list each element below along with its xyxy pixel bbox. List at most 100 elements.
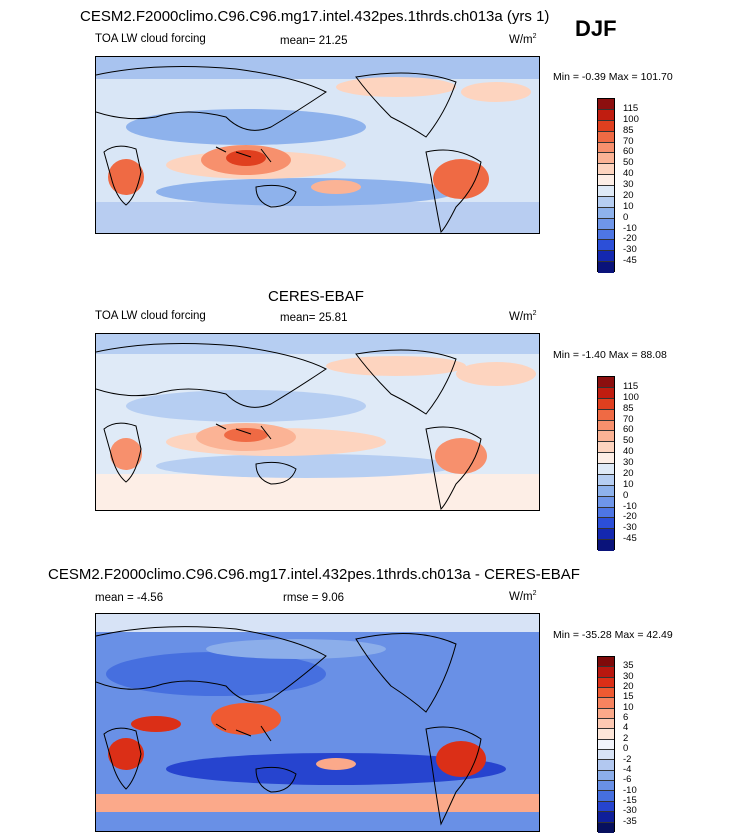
northern-band <box>96 334 539 354</box>
africa-convection <box>110 438 142 470</box>
australia-outline <box>255 184 297 208</box>
colorbar-tick-label: 100 <box>623 113 639 125</box>
north-atlantic-storm-track <box>456 362 536 386</box>
season-label: DJF <box>575 16 617 41</box>
northern-band <box>96 614 539 632</box>
colorbar-tick-label: 0 <box>623 743 629 755</box>
panel-2-map-svg <box>96 334 539 510</box>
colorbar-swatch <box>598 474 614 486</box>
panel-1-units-sup: 2 <box>532 33 537 40</box>
colorbar-tick-label: -30 <box>623 244 637 256</box>
colorbar-swatch <box>598 688 614 699</box>
panel-3-max-label: Max = <box>614 629 644 641</box>
colorbar-swatch <box>598 99 614 110</box>
colorbar-tick-label: 10 <box>623 478 634 490</box>
colorbar-swatch <box>598 719 614 730</box>
north-pacific-negative <box>206 639 386 659</box>
colorbar-tick-label: 6 <box>623 712 629 724</box>
north-pacific-storm-track <box>336 77 456 97</box>
panel-3-units-sup: 2 <box>532 590 537 597</box>
panel-3-map <box>95 613 540 832</box>
colorbar-swatch <box>598 760 614 771</box>
panel-2-variable: TOA LW cloud forcing <box>95 310 206 322</box>
panel-1-mean: mean= 21.25 <box>280 35 347 47</box>
colorbar-swatch <box>598 186 614 197</box>
colorbar-tick-label: -20 <box>623 511 637 523</box>
colorbar-tick-label: -45 <box>623 255 637 267</box>
colorbar-swatch <box>598 240 614 252</box>
panel-1-map-svg <box>96 57 539 233</box>
australia-outline <box>255 766 297 793</box>
colorbar-swatch <box>598 750 614 761</box>
north-america-outline <box>355 72 457 138</box>
south-america-outline <box>425 149 482 233</box>
panel-1-min-value: -0.39 <box>581 71 606 83</box>
colorbar-tick-label: 115 <box>623 102 639 114</box>
colorbar-tick-label: 100 <box>623 391 639 403</box>
panel-2-mean-value: 25.81 <box>318 312 348 324</box>
colorbar-swatch <box>598 496 614 508</box>
colorbar-swatch <box>598 262 614 273</box>
colorbar-swatch <box>598 131 614 143</box>
colorbar-swatch <box>598 507 614 519</box>
eurasia-outline <box>96 66 327 131</box>
eurasia-outline <box>96 343 327 408</box>
colorbar-tick-label: -2 <box>623 753 632 765</box>
colorbar-tick-label: 40 <box>623 446 634 458</box>
colorbar-swatch <box>598 377 614 388</box>
colorbar-swatch <box>598 540 614 551</box>
colorbar-tick-label: 115 <box>623 380 639 392</box>
panel-2-units-sup: 2 <box>532 310 537 317</box>
colorbar-swatch <box>598 218 614 230</box>
colorbar-tick-label: -30 <box>623 805 637 817</box>
panel-2-title: CERES-EBAF <box>268 288 364 305</box>
panel-1-min-label: Min = <box>553 71 579 83</box>
colorbar-tick-label: 85 <box>623 402 634 414</box>
colorbar-tick-label: 15 <box>623 691 634 703</box>
eurasia-outline <box>96 626 327 703</box>
colorbar-tick-label: 70 <box>623 413 634 425</box>
panel-1-units: W/m2 <box>509 33 537 46</box>
panel-1-units-text: W/m <box>509 33 533 46</box>
colorbar-swatch <box>598 409 614 421</box>
panel-3-mean-value: -4.56 <box>136 592 164 604</box>
colorbar-tick-label: 35 <box>623 660 634 672</box>
southern-band <box>96 202 539 233</box>
panel-2-max-label: Max = <box>608 349 638 361</box>
colorbar-tick-label: 50 <box>623 435 634 447</box>
south-america-outline <box>425 726 482 826</box>
maritime-continent-core <box>224 428 268 442</box>
colorbar-swatch <box>598 153 614 165</box>
panel-1-variable: TOA LW cloud forcing <box>95 33 206 45</box>
colorbar-swatch <box>598 229 614 241</box>
colorbar-swatch <box>598 420 614 432</box>
panel-1-max-value: 101.70 <box>640 71 673 83</box>
colorbar-tick-label: -10 <box>623 784 637 796</box>
panel-3-min-label: Min = <box>553 629 579 641</box>
spcz-positive <box>316 758 356 770</box>
panel-2-units-text: W/m <box>509 310 533 323</box>
colorbar-swatch <box>598 398 614 410</box>
colorbar-tick-label: 30 <box>623 670 634 682</box>
indian-ocean-positive <box>131 716 181 732</box>
north-atlantic-storm-track <box>461 82 531 102</box>
south-america-convection <box>435 438 487 474</box>
colorbar-swatch <box>598 657 614 668</box>
panel-2-max-value: 88.08 <box>640 349 667 361</box>
africa-outline <box>103 145 142 206</box>
africa-outline <box>103 422 142 483</box>
panel-1-colorbar <box>597 98 615 273</box>
colorbar-tick-label: -10 <box>623 500 637 512</box>
colorbar-tick-label: 20 <box>623 681 634 693</box>
northern-band <box>96 57 539 79</box>
subtropical-band-south <box>156 454 456 478</box>
south-america-positive <box>436 741 486 777</box>
indonesia-islands <box>215 146 272 163</box>
australia-outline <box>255 461 297 485</box>
north-america-outline <box>355 633 457 713</box>
south-america-convection <box>433 159 489 199</box>
colorbar-tick-label: -30 <box>623 522 637 534</box>
panel-2-mean-label: mean= <box>280 312 316 324</box>
colorbar-tick-label: 60 <box>623 424 634 436</box>
colorbar-tick-label: 20 <box>623 189 634 201</box>
